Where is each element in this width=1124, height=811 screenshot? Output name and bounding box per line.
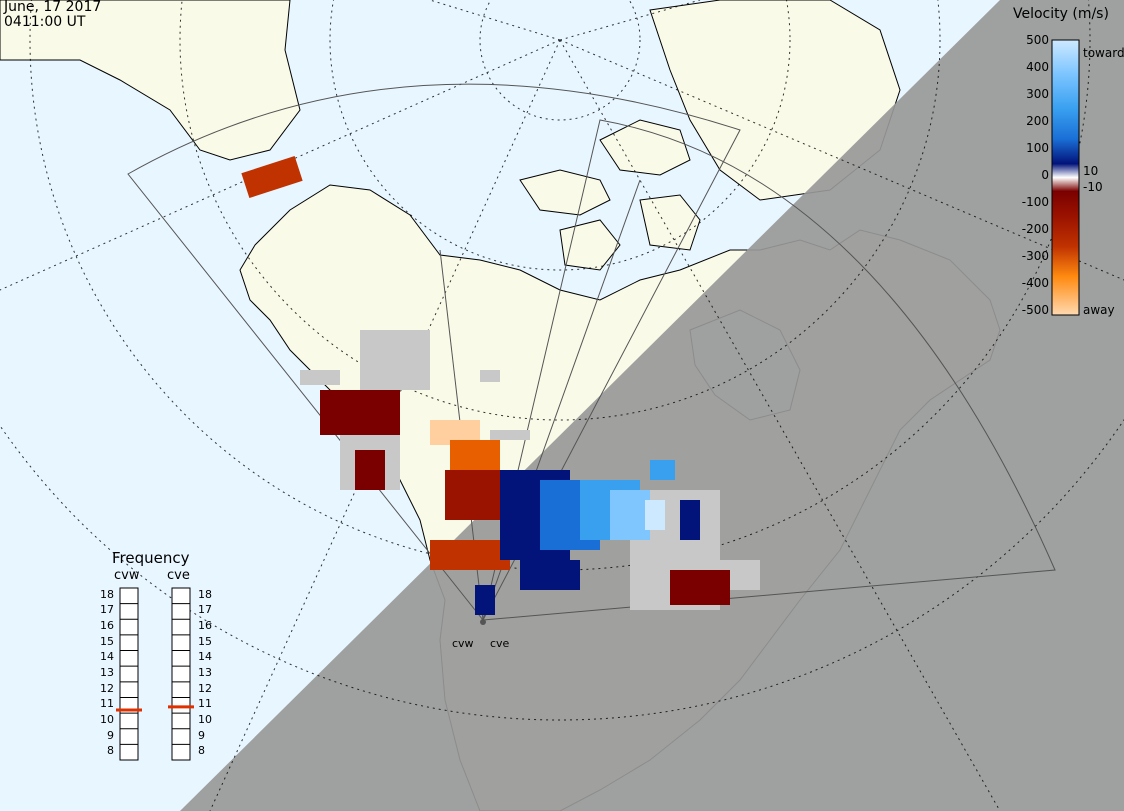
colorbar-tick: -400 [1021, 276, 1049, 290]
frequency-tick-label: 17 [100, 603, 114, 617]
arctic-island-4 [639, 194, 701, 251]
frequency-tick-label: 12 [100, 681, 114, 695]
frequency-tick-label: 10 [100, 712, 114, 726]
fov-outline-east [482, 119, 1056, 621]
frequency-tick-label: 15 [198, 634, 212, 648]
cve-freq-column [171, 587, 191, 761]
frequency-tick-label: 14 [100, 650, 114, 664]
colorbar-tick: 400 [1026, 60, 1049, 74]
frequency-tick-label: 9 [107, 728, 114, 742]
frequency-tick-label: 17 [198, 603, 212, 617]
frequency-tick-label: 13 [100, 666, 114, 679]
colorbar-tick: 500 [1026, 33, 1049, 47]
frequency-tick-label: 11 [198, 697, 212, 711]
night-shading [180, 0, 1124, 811]
colorbar-tick: -100 [1021, 195, 1049, 209]
colorbar-tick: -200 [1021, 222, 1049, 236]
radar-name-cve: cve [167, 568, 190, 583]
frequency-tick-label: 16 [198, 619, 212, 633]
fov-outline-west [127, 83, 741, 621]
colorbar-tick: -300 [1021, 249, 1049, 263]
frequency-tick-label: 12 [198, 681, 212, 695]
colorbar [1051, 39, 1080, 316]
site-label-cve: cve [490, 637, 510, 650]
date-label: June, 17 2017 [4, 0, 102, 15]
colorbar-tick: 10 [1083, 164, 1099, 178]
frequency-tick-label: 16 [100, 619, 114, 633]
frequency-tick-label: 15 [100, 634, 114, 648]
colorbar-tick: 100 [1026, 141, 1049, 155]
radar-name-cvw: cvw [114, 568, 140, 583]
cvw-freq-column [119, 587, 139, 761]
frequency-tick-label: 11 [100, 697, 114, 711]
colorbar-tick: 300 [1026, 87, 1049, 101]
colorbar-title: Velocity (m/s) [1013, 6, 1109, 22]
frequency-tick-label: 8 [198, 744, 205, 758]
colorbar-tick: -10 [1083, 180, 1103, 194]
site-marker [480, 619, 486, 625]
site-label-cvw: cvw [452, 637, 474, 650]
frequency-panel [116, 587, 194, 761]
colorbar-tick: -500 [1021, 303, 1049, 317]
toward-label: toward [1083, 46, 1124, 60]
frequency-tick-label: 18 [100, 587, 114, 601]
arctic-island-1 [519, 169, 611, 216]
arctic-island-3 [559, 219, 621, 271]
frequency-title: Frequency [112, 549, 190, 567]
time-label: 0411:00 UT [4, 14, 86, 30]
frequency-tick-label: 13 [198, 666, 212, 679]
away-label: away [1083, 303, 1115, 317]
frequency-tick-label: 14 [198, 650, 212, 664]
frequency-tick-label: 9 [198, 728, 205, 742]
frequency-tick-label: 10 [198, 712, 212, 726]
siberia-land [0, 0, 301, 161]
frequency-tick-label: 8 [107, 744, 114, 758]
colorbar-tick: 0 [1041, 168, 1049, 182]
colorbar-tick: 200 [1026, 114, 1049, 128]
velocity-cells [241, 155, 730, 615]
arctic-island-2 [599, 119, 691, 176]
frequency-tick-label: 18 [198, 587, 212, 601]
